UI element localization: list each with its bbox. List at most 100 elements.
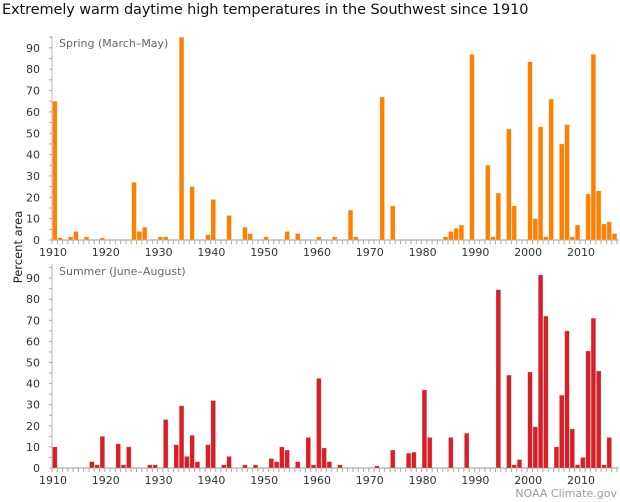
spring-bar-1963 [332,236,338,241]
summer-bar-2010 [580,457,586,469]
spring-bar-1974 [390,205,396,241]
spring-bar-2013 [596,190,602,241]
spring-y-tick-label: 30 [26,170,40,183]
spring-x-tick-label: 1920 [92,246,120,259]
spring-bar-1927 [141,226,148,241]
spring-bar-1926 [136,231,142,241]
summer-y-tick-label: 20 [26,420,40,433]
spring-bar-2007 [564,124,570,241]
spring-bar-2006 [559,143,565,241]
spring-bar-1997 [511,205,517,241]
summer-y-tick-label: 40 [26,378,40,391]
summer-bar-2008 [569,428,575,469]
spring-y-tick-label: 50 [26,127,40,140]
summer-bar-1962 [326,461,333,469]
summer-x-tick-label: 1990 [461,474,489,487]
summer-bar-1931 [163,419,169,469]
summer-bar-1956 [295,461,301,469]
summer-panel-label: Summer (June–August) [59,265,186,278]
spring-y-tick-label: 70 [26,85,40,98]
spring-x-tick-label: 2010 [567,246,595,259]
spring-bar-1936 [189,186,195,241]
summer-bar-1961 [321,447,327,469]
spring-bar-1972 [379,96,385,241]
spring-y-tick-label: 90 [26,42,40,55]
summer-bar-1943 [226,456,232,469]
spring-x-tick-label: 1980 [409,246,437,259]
spring-bar-1986 [453,227,459,241]
summer-x-tick-label: 2000 [514,474,542,487]
summer-y-tick-label: 50 [26,357,40,370]
summer-bar-1988 [464,432,470,469]
spring-bar-1950 [263,236,269,241]
summer-bar-2000 [527,371,533,469]
spring-bar-2011 [585,193,591,241]
spring-bar-2004 [548,98,554,241]
spring-bar-1956 [295,233,301,241]
spring-bar-1913 [68,236,74,241]
spring-bar-1925 [131,182,137,241]
summer-bar-1954 [284,449,290,469]
summer-bar-2013 [596,370,602,469]
summer-x-tick-label: 1970 [356,474,384,487]
spring-y-tick-label: 60 [26,106,40,119]
summer-bar-1923 [120,464,127,469]
summer-x-tick-label: 1910 [39,474,67,487]
summer-bar-1981 [427,437,433,469]
spring-bar-2016 [611,233,618,241]
summer-y-tick-label: 60 [26,335,40,348]
spring-bar-1943 [226,215,232,241]
spring-y-tick-label: 80 [26,63,40,76]
credit-label: NOAA Climate.gov [515,487,617,500]
spring-bar-1985 [448,231,454,241]
spring-bar-1960 [316,236,322,241]
spring-panel: 0 10 20 30 40 50 60 70 80 90 1910 1920 1930 1940 1950 1… [26,36,619,259]
summer-bar-2003 [543,315,549,469]
summer-x-tick-label: 1950 [250,474,278,487]
summer-bar-1985 [448,437,454,469]
spring-bar-1967 [353,236,359,241]
summer-bar-2005 [553,446,560,469]
spring-bar-1954 [284,231,290,241]
summer-x-tick-label: 1940 [197,474,225,487]
spring-x-tick-label: 1990 [461,246,489,259]
summer-bar-1919 [99,436,105,469]
summer-y-tick-label: 30 [26,399,40,412]
spring-bar-2000 [527,61,533,241]
spring-bar-2001 [532,218,538,241]
summer-bar-1942 [221,464,227,469]
summer-bar-1918 [94,464,100,469]
spring-bar-1931 [163,236,169,241]
spring-bar-2012 [590,53,597,241]
summer-y-tick-label: 80 [26,293,40,306]
spring-bar-1946 [242,226,248,241]
spring-x-tick-label: 1950 [250,246,278,259]
spring-x-tick-label: 1940 [197,246,225,259]
spring-bar-1987 [458,224,465,241]
summer-bar-1935 [184,456,190,469]
spring-bar-2015 [606,221,612,241]
summer-bar-1960 [316,378,322,469]
summer-bar-1994 [495,289,501,469]
spring-bar-1910 [52,100,58,241]
spring-bar-2009 [574,224,581,241]
summer-x-tick-label: 2010 [567,474,595,487]
spring-bar-1992 [485,164,491,241]
summer-bar-1937 [194,461,201,469]
summer-bar-1952 [273,461,280,469]
summer-panel: 0 10 20 30 40 50 60 70 80 90 1910 1920 1930 1940 1950 1… [26,264,619,487]
spring-bar-1930 [157,236,164,241]
spring-bar-1939 [205,234,211,241]
spring-bar-1994 [495,192,501,241]
chart-title: Extremely warm daytime high temperatures… [2,2,529,18]
spring-y-tick-label: 10 [26,213,40,226]
summer-bar-2006 [559,394,565,469]
summer-bar-2009 [574,464,581,469]
summer-bar-1997 [511,464,517,469]
summer-bar-1910 [52,446,58,469]
summer-bar-1953 [279,446,285,469]
summer-bar-1933 [173,444,179,469]
spring-bar-1984 [442,236,449,241]
spring-bar-1934 [178,36,185,241]
